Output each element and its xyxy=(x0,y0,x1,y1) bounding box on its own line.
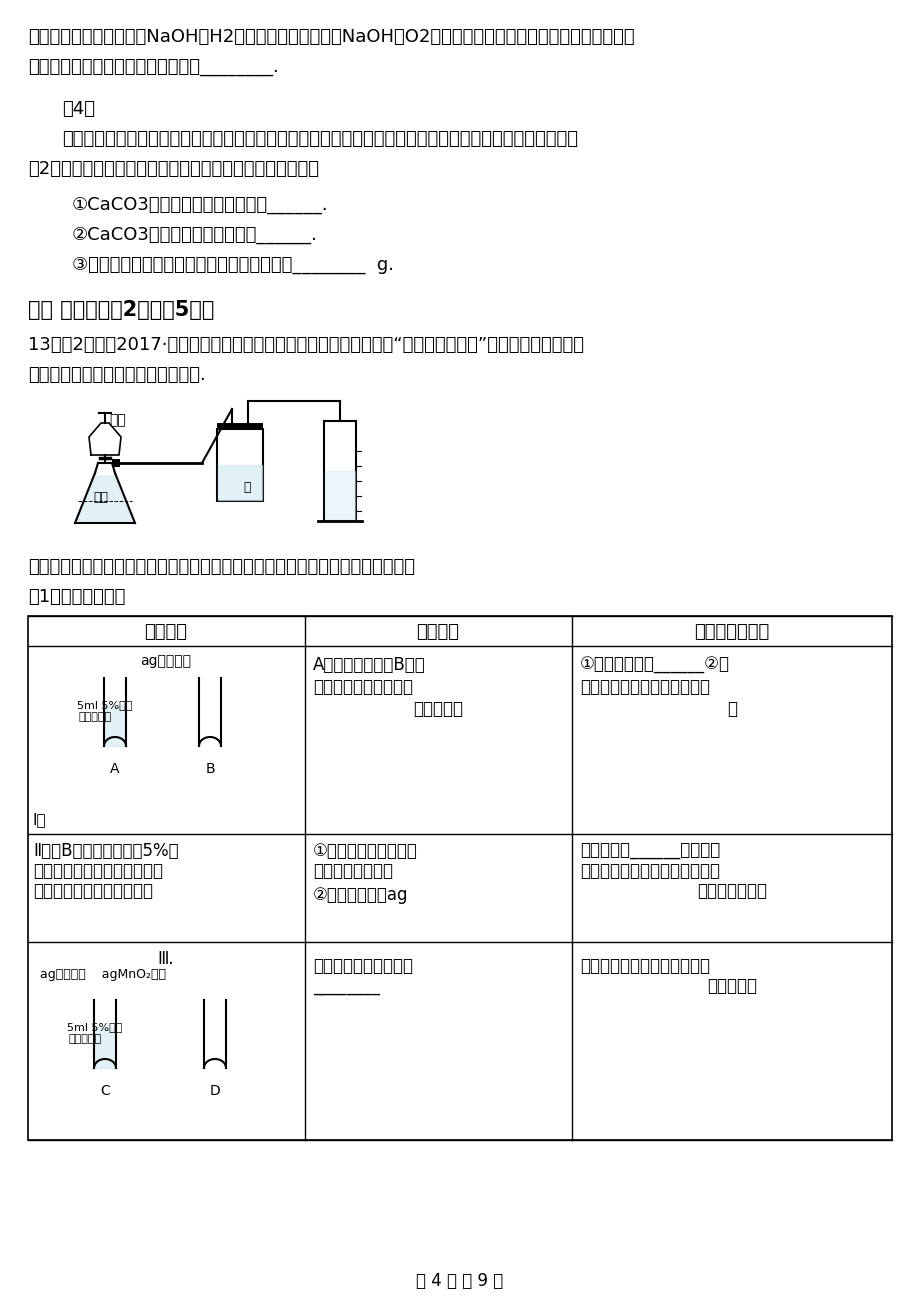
Text: 过氧化氢溶液，反应停止后过: 过氧化氢溶液，反应停止后过 xyxy=(33,862,163,880)
Text: ①又产生大量能使带火: ①又产生大量能使带火 xyxy=(312,842,417,861)
Text: D: D xyxy=(210,1085,221,1098)
Text: 砖粉末能改变过氧化氢分解速: 砖粉末能改变过氧化氢分解速 xyxy=(579,678,709,697)
Text: C: C xyxy=(100,1085,109,1098)
Bar xyxy=(217,428,263,501)
Text: 实验结论及解释: 实验结论及解释 xyxy=(694,622,769,641)
Text: 红砖粉末的______在反应前: 红砖粉末的______在反应前 xyxy=(579,842,720,861)
Text: 红砖粉末的催化效果没有二氧: 红砖粉末的催化效果没有二氧 xyxy=(579,957,709,975)
Text: 后均没有发生变化，能作过氧化: 后均没有发生变化，能作过氧化 xyxy=(579,862,720,880)
Text: 滤、洗涤、干燥、称量滤渣: 滤、洗涤、干燥、称量滤渣 xyxy=(33,881,153,900)
Text: A: A xyxy=(110,762,119,776)
Text: 星木条复燃的气体: 星木条复燃的气体 xyxy=(312,862,392,880)
Text: 生大量能使带火星木条: 生大量能使带火星木条 xyxy=(312,678,413,697)
Polygon shape xyxy=(105,706,125,746)
Text: ②CaCO3中钙元素的质量分数为______.: ②CaCO3中钙元素的质量分数为______. xyxy=(72,227,318,243)
Text: 复燃的气体: 复燃的气体 xyxy=(413,700,462,717)
Text: 盐酸: 盐酸 xyxy=(108,413,126,427)
Text: 【提出问题】红砖粉末能否作为过氧化氢溶液分解的催化剂？如果能，效果如何？: 【提出问题】红砖粉末能否作为过氧化氢溶液分解的催化剂？如果能，效果如何？ xyxy=(28,559,414,575)
Text: （4）: （4） xyxy=(62,100,95,118)
Text: 化锰粉末好: 化锰粉末好 xyxy=(706,976,756,995)
Text: 氧化氢溶液: 氧化氢溶液 xyxy=(69,1034,102,1044)
Text: ②滤渣质量等于ag: ②滤渣质量等于ag xyxy=(312,885,408,904)
Text: ③如果按用量服用，每天摄入钙元素的质量为________  g.: ③如果按用量服用，每天摄入钙元素的质量为________ g. xyxy=(72,256,393,273)
Text: 实验步骤: 实验步骤 xyxy=(144,622,187,641)
Text: A中无明显现象，B中产: A中无明显现象，B中产 xyxy=(312,656,425,674)
Text: 第 4 页 共 9 页: 第 4 页 共 9 页 xyxy=(416,1272,503,1290)
Text: ________: ________ xyxy=(312,976,380,995)
Text: 样品: 样品 xyxy=(93,491,108,504)
Text: Ⅱ．向B试管中重新加入5%的: Ⅱ．向B试管中重新加入5%的 xyxy=(33,842,178,861)
Text: 学探究小组据此设计了如下探究方案.: 学探究小组据此设计了如下探究方案. xyxy=(28,366,206,384)
Text: Ⅲ.: Ⅲ. xyxy=(157,950,174,967)
Text: 水: 水 xyxy=(243,480,250,493)
Text: 三、 流程题（共2题；共5分）: 三、 流程题（共2题；共5分） xyxy=(28,299,214,320)
Polygon shape xyxy=(217,423,263,428)
Polygon shape xyxy=(112,460,119,467)
Text: B: B xyxy=(205,762,214,776)
Text: 13．（2分）（2017·随州）实验探究一：课本第二单元课后作业中有“寻找新的催化剂”的探究内容，实验中: 13．（2分）（2017·随州）实验探究一：课本第二单元课后作业中有“寻找新的催… xyxy=(28,336,584,354)
Polygon shape xyxy=(77,477,133,521)
Text: 实验现象: 实验现象 xyxy=(416,622,459,641)
Text: 两试管中均产生气泡且: 两试管中均产生气泡且 xyxy=(312,957,413,975)
Text: 率: 率 xyxy=(726,700,736,717)
Polygon shape xyxy=(218,465,262,500)
Bar xyxy=(323,421,356,521)
Text: （1）【实验探究】: （1）【实验探究】 xyxy=(28,589,125,605)
Text: ag红砖粉末    agMnO₂粉末: ag红砖粉末 agMnO₂粉末 xyxy=(40,967,165,980)
Text: ①CaCO3中碳、氧元素的质量比是______.: ①CaCO3中碳、氧元素的质量比是______. xyxy=(72,197,328,214)
Text: 不合理，请从化合价的角度解释原因________.: 不合理，请从化合价的角度解释原因________. xyxy=(28,59,278,76)
Text: Ⅰ．: Ⅰ． xyxy=(33,812,47,827)
Text: ①产生的气体是______②红: ①产生的气体是______②红 xyxy=(579,656,729,674)
Text: 氢分解的催化剂: 氢分解的催化剂 xyxy=(697,881,766,900)
Text: 钙元素对人体健康很重要，是人体必须的常量元素，每日必须摄入足够量的钙．目前市场上的补钙药剂很多，: 钙元素对人体健康很重要，是人体必须的常量元素，每日必须摄入足够量的钙．目前市场上… xyxy=(62,130,577,148)
Text: 氧化氢溶液: 氧化氢溶液 xyxy=(79,712,112,723)
Polygon shape xyxy=(324,471,355,519)
Text: 5ml 5%的过: 5ml 5%的过 xyxy=(67,1022,122,1032)
Text: 物．甲同学猜想生成物为NaOH和H2；乙同学猜想生成物为NaOH和O2，经过讨论后，大家一致认为乙同学的猜想: 物．甲同学猜想生成物为NaOH和H2；乙同学猜想生成物为NaOH和O2，经过讨论… xyxy=(28,29,634,46)
Polygon shape xyxy=(95,1029,115,1068)
Text: 5ml 5%的过: 5ml 5%的过 xyxy=(77,700,132,710)
Bar xyxy=(28,616,891,1141)
Text: 图2是某种品牌的补钙药品的部分说明书．请回答下列问题：: 图2是某种品牌的补钙药品的部分说明书．请回答下列问题： xyxy=(28,160,319,178)
Text: ag红砖粉末: ag红砖粉末 xyxy=(141,654,191,668)
